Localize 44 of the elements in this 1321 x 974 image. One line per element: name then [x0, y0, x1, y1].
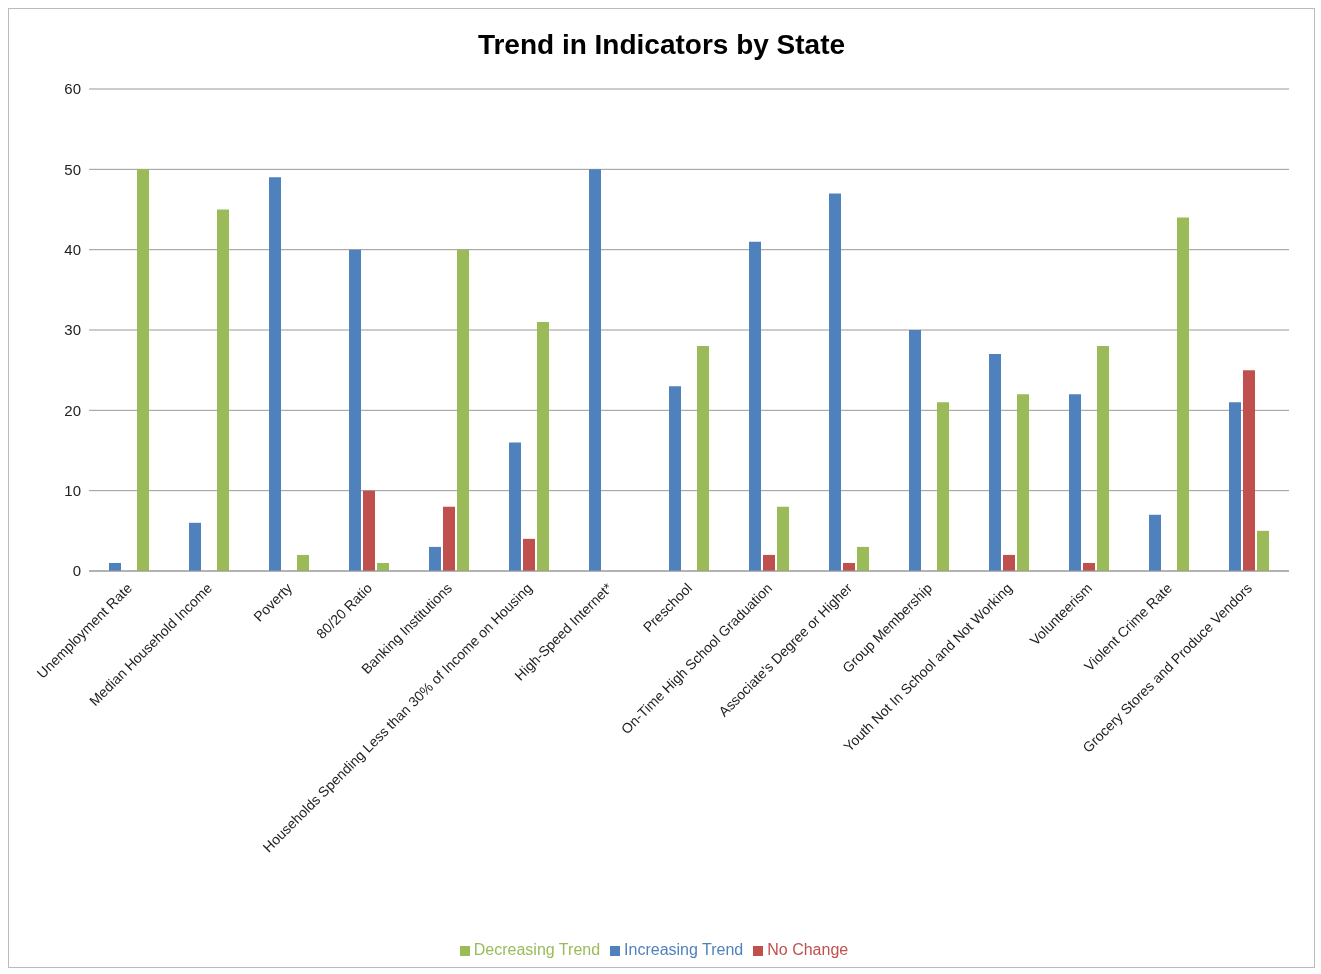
bar [1069, 394, 1081, 571]
bar [297, 554, 309, 571]
bar [589, 169, 601, 571]
bar [457, 249, 469, 571]
y-tick-label: 10 [64, 481, 81, 499]
bar [509, 442, 521, 571]
bar [697, 346, 709, 571]
bar [989, 354, 1001, 571]
bar [937, 402, 949, 571]
bar [1177, 217, 1189, 571]
bar [1149, 514, 1161, 571]
bar [1097, 346, 1109, 571]
bar [363, 490, 375, 571]
y-tick-label: 0 [72, 562, 81, 580]
bar [777, 506, 789, 571]
bar [189, 522, 201, 571]
chart-title: Trend in Indicators by State [476, 28, 847, 62]
bar [669, 386, 681, 571]
bar [537, 321, 549, 571]
bar [909, 330, 921, 571]
bar [217, 209, 229, 571]
bar [763, 554, 775, 571]
bar [1017, 394, 1029, 571]
bar [1257, 530, 1269, 571]
bar [429, 546, 441, 571]
legend-label: Increasing Trend [624, 941, 744, 958]
bar [829, 193, 841, 571]
bar [523, 538, 535, 571]
y-tick-label: 50 [64, 160, 81, 178]
legend-label: No Change [767, 941, 849, 958]
bar [1243, 370, 1255, 571]
bar [749, 241, 761, 571]
bar [1229, 402, 1241, 571]
bar [1003, 554, 1015, 571]
bar [857, 546, 869, 571]
legend-label: Decreasing Trend [473, 941, 601, 958]
y-tick-label: 60 [64, 80, 81, 98]
bar [443, 506, 455, 571]
y-tick-label: 40 [64, 240, 81, 258]
y-tick-label: 30 [64, 321, 81, 339]
y-tick-label: 20 [64, 401, 81, 419]
bar [269, 177, 281, 571]
bar [349, 249, 361, 571]
bar [137, 169, 149, 571]
